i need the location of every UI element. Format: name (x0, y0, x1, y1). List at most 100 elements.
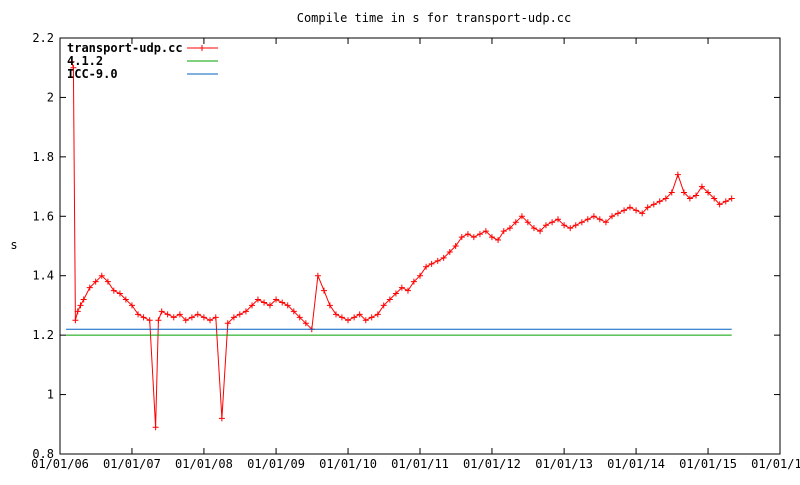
data-point (722, 198, 729, 205)
data-point (639, 210, 646, 217)
legend-label: 4.1.2 (67, 54, 103, 68)
data-point (633, 207, 640, 214)
legend-label: ICC-9.0 (67, 67, 118, 81)
data-point (705, 189, 712, 196)
data-point (368, 314, 375, 321)
data-point (224, 320, 231, 327)
data-point (170, 314, 177, 321)
data-point (428, 260, 435, 267)
data-point (74, 308, 81, 315)
data-point (434, 257, 441, 264)
x-tick-label: 01/01/15 (679, 457, 737, 471)
y-axis-label: s (10, 238, 17, 252)
data-point (279, 299, 286, 306)
data-point (386, 296, 393, 303)
data-point (711, 195, 718, 202)
data-point (284, 302, 291, 309)
data-point (212, 314, 219, 321)
data-point (530, 225, 537, 232)
data-point (146, 317, 153, 324)
data-point (320, 287, 327, 294)
data-point (249, 302, 256, 309)
data-point (266, 302, 273, 309)
data-point (362, 317, 369, 324)
data-point (423, 263, 430, 270)
data-point (194, 311, 201, 318)
data-point (158, 308, 165, 315)
data-point (188, 314, 195, 321)
data-point (518, 213, 525, 220)
data-point (524, 219, 531, 226)
data-point (470, 234, 477, 241)
data-point (230, 314, 237, 321)
y-tick-label: 1.2 (32, 328, 54, 342)
data-point (596, 216, 603, 223)
data-point (561, 222, 568, 229)
y-tick-label: 1.4 (32, 269, 54, 283)
data-point (686, 195, 693, 202)
data-point (626, 204, 633, 211)
data-point (572, 222, 579, 229)
y-tick-label: 1.6 (32, 209, 54, 223)
data-point (716, 201, 723, 208)
data-point (674, 171, 681, 178)
data-point (261, 299, 268, 306)
data-point (567, 225, 574, 232)
data-point (446, 248, 453, 255)
legend-label: transport-udp.cc (67, 41, 183, 55)
chart-title: Compile time in s for transport-udp.cc (297, 11, 572, 25)
data-point (254, 296, 261, 303)
x-tick-label: 01/01/10 (319, 457, 377, 471)
y-tick-label: 1 (47, 388, 54, 402)
data-point (116, 290, 123, 297)
data-point (345, 317, 352, 324)
data-point (440, 254, 447, 261)
y-tick-label: 2.2 (32, 31, 54, 45)
data-point (356, 311, 363, 318)
legend-marker (199, 45, 205, 51)
x-tick-label: 01/01/09 (247, 457, 305, 471)
x-tick-label: 01/01/13 (535, 457, 593, 471)
x-tick-label: 01/01/16 (751, 457, 800, 471)
data-point (86, 284, 93, 291)
data-point (398, 284, 405, 291)
y-tick-label: 2 (47, 90, 54, 104)
data-point (242, 308, 249, 315)
x-tick-label: 01/01/08 (175, 457, 233, 471)
data-point (693, 192, 700, 199)
data-point (314, 272, 321, 279)
data-point (155, 317, 162, 324)
data-point (122, 296, 129, 303)
data-point (98, 272, 105, 279)
x-tick-label: 01/01/07 (103, 457, 161, 471)
data-point (333, 311, 340, 318)
data-point (662, 195, 669, 202)
data-point (417, 272, 423, 279)
data-point (644, 204, 651, 211)
data-point (218, 415, 225, 422)
data-point (452, 243, 459, 249)
data-point (140, 314, 147, 321)
data-point (458, 234, 465, 241)
data-point (135, 311, 142, 318)
data-point (680, 189, 687, 196)
data-point (698, 183, 705, 190)
data-point (128, 302, 135, 309)
data-point (537, 228, 544, 235)
data-point (512, 219, 519, 226)
data-point (273, 296, 280, 303)
series-line (71, 61, 732, 428)
data-point (152, 424, 159, 431)
data-point (464, 231, 471, 238)
data-point (374, 311, 381, 318)
x-tick-label: 01/01/06 (31, 457, 89, 471)
data-point (290, 308, 297, 315)
data-point (68, 58, 75, 65)
data-point (488, 234, 495, 241)
data-point (650, 201, 657, 208)
data-point (92, 278, 99, 285)
data-point (182, 317, 189, 324)
data-point (590, 213, 597, 220)
